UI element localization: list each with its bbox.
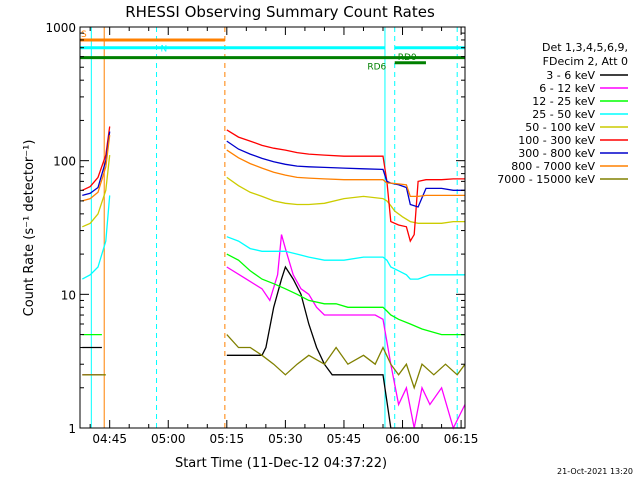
series-line-7-segment-1 xyxy=(226,149,465,198)
x-tick-label-1: 05:00 xyxy=(151,432,186,446)
legend-label-2: 12 - 25 keV xyxy=(532,95,595,108)
state-bar-label-4: RD0 xyxy=(398,53,417,63)
y-tick-label-1: 10 xyxy=(61,288,76,302)
x-axis-label: Start Time (11-Dec-12 04:37:22) xyxy=(175,456,387,471)
x-tick-label-3: 05:30 xyxy=(268,432,303,446)
series-line-1-segment-1 xyxy=(226,234,466,430)
x-tick-label-5: 06:00 xyxy=(385,432,420,446)
legend-label-4: 50 - 100 keV xyxy=(525,121,595,134)
legend-label-1: 6 - 12 keV xyxy=(539,82,595,95)
state-bar-label-1: N xyxy=(161,45,168,55)
legend: Det 1,3,4,5,6,9, FDecim 2, Att 0 3 - 6 k… xyxy=(497,41,628,186)
y-tick-label-0: 1 xyxy=(68,422,76,436)
series-line-4-segment-0 xyxy=(82,155,111,228)
series-line-7-segment-0 xyxy=(82,135,111,202)
series-line-5-segment-0 xyxy=(82,126,111,191)
legend-label-8: 7000 - 15000 keV xyxy=(497,173,595,186)
y-tick-label-3: 1000 xyxy=(45,21,76,35)
x-tick-label-0: 04:45 xyxy=(92,432,127,446)
plot-frame xyxy=(79,26,466,429)
legend-header-line-2: FDecim 2, Att 0 xyxy=(543,55,628,68)
series-line-3-segment-1 xyxy=(226,236,465,280)
series-line-4-segment-1 xyxy=(226,176,465,224)
state-bar-label-3: RD6 xyxy=(367,63,386,73)
x-tick-label-2: 05:15 xyxy=(210,432,245,446)
plot-area: S N RD6 RD0 xyxy=(80,27,466,430)
chart-title: RHESSI Observing Summary Count Rates xyxy=(125,3,435,21)
state-bar-label-0: S xyxy=(81,30,87,40)
series-line-6-segment-1 xyxy=(226,140,465,208)
legend-label-0: 3 - 6 keV xyxy=(546,69,595,82)
series-line-8-segment-1 xyxy=(226,334,466,390)
series-line-5-segment-1 xyxy=(226,129,465,243)
series-line-3-segment-0 xyxy=(81,195,111,280)
legend-label-6: 300 - 800 keV xyxy=(518,147,595,160)
legend-label-5: 100 - 300 keV xyxy=(518,134,595,147)
x-tick-label-6: 06:15 xyxy=(444,432,479,446)
legend-header-line-1: Det 1,3,4,5,6,9, xyxy=(542,41,628,54)
legend-label-3: 25 - 50 keV xyxy=(532,108,595,121)
y-tick-label-2: 100 xyxy=(53,155,76,169)
footer-date: 21-Oct-2021 13:20 xyxy=(557,467,633,476)
series-line-2-segment-1 xyxy=(226,253,465,336)
axes: 04:45 05:00 05:15 05:30 05:45 06:00 06:15 1 10 10… xyxy=(45,21,478,446)
y-axis-label: Count Rate (s⁻¹ detector⁻¹) xyxy=(22,140,37,317)
legend-label-7: 800 - 7000 keV xyxy=(511,160,595,173)
x-tick-label-4: 05:45 xyxy=(327,432,362,446)
